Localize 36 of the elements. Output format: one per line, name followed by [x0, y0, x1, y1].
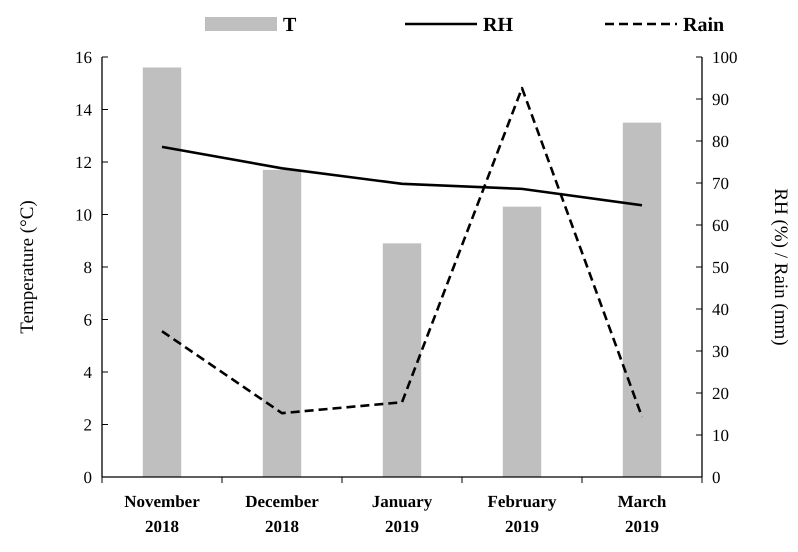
bar: [622, 122, 662, 477]
y2-tick-label: 0: [712, 468, 720, 487]
y-tick-label: 12: [75, 152, 92, 172]
y2-tick-label: 60: [712, 216, 729, 235]
y2-tick-label: 30: [712, 342, 729, 361]
x-tick-label: January 2019: [372, 492, 433, 536]
y-tick-label: 10: [75, 205, 92, 224]
y-tick-label: 16: [75, 48, 92, 67]
y2-tick-label: 20: [712, 384, 729, 403]
y2-tick-label: 90: [712, 90, 729, 109]
y2-tick-label: 100: [712, 48, 738, 67]
y2-axis-title: RH (%) / Rain (mm): [770, 188, 791, 346]
bar: [502, 206, 542, 477]
y2-tick-label: 10: [712, 426, 729, 445]
y2-tick-label: 80: [712, 132, 729, 151]
bar: [382, 243, 422, 477]
y-tick-label: 4: [84, 362, 92, 382]
y2-tick-label: 50: [712, 258, 729, 277]
y-axis-title: Temperature (°C): [17, 200, 38, 334]
legend-label: T: [283, 14, 297, 36]
legend-label: RH: [483, 14, 514, 36]
y-tick-label: 6: [84, 310, 92, 330]
x-tick-label: February 2019: [488, 492, 557, 536]
y-tick-label: 14: [75, 100, 92, 120]
line-series: [160, 86, 644, 418]
y-tick-label: 0: [84, 468, 92, 487]
bar: [142, 68, 182, 477]
legend-label: Rain: [683, 14, 724, 36]
x-tick-label: March 2019: [618, 492, 667, 536]
y2-tick-label: 40: [712, 300, 729, 319]
x-tick-label: November 2018: [124, 492, 200, 536]
bar: [262, 170, 302, 477]
x-tick-label: December 2018: [245, 492, 320, 536]
y-tick-label: 8: [84, 258, 92, 277]
y-tick-label: 2: [84, 415, 92, 434]
y2-tick-label: 70: [712, 174, 729, 193]
